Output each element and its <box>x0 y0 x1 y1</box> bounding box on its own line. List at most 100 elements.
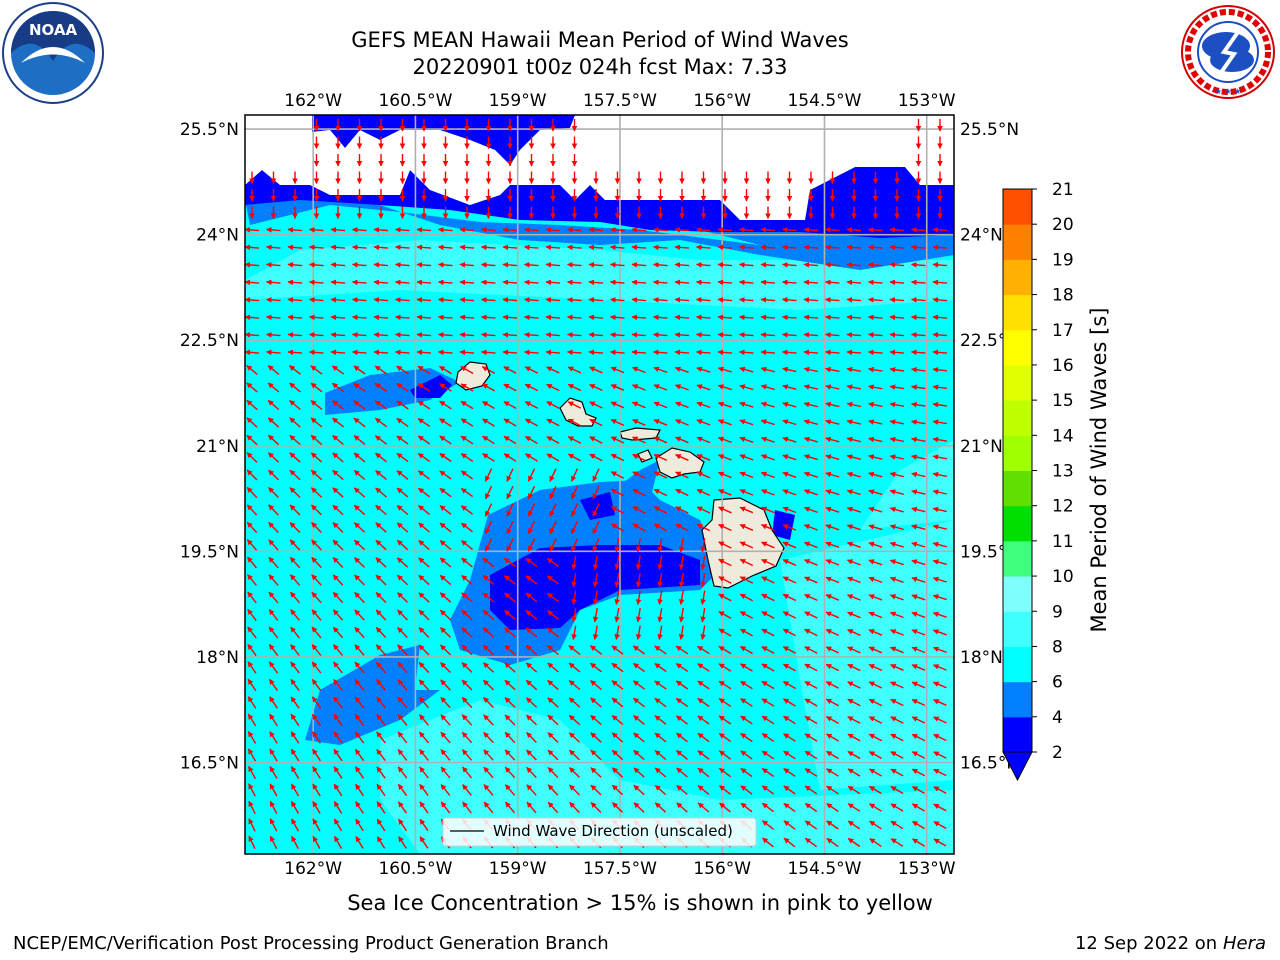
wind-wave-arrow <box>245 227 260 233</box>
wind-wave-arrow <box>308 262 324 268</box>
wind-wave-arrow <box>289 487 301 498</box>
wind-wave-arrow <box>738 227 754 233</box>
wind-wave-arrow <box>739 454 754 461</box>
wind-wave-arrow <box>396 557 409 568</box>
wind-wave-arrow <box>760 506 775 514</box>
wind-wave-arrow <box>846 401 861 408</box>
wind-wave-arrow <box>567 401 582 409</box>
wind-wave-arrow <box>375 679 387 691</box>
wind-wave-arrow <box>246 434 258 446</box>
wind-wave-arrow <box>652 297 668 303</box>
wind-wave-arrow <box>502 244 518 251</box>
wind-wave-arrow <box>610 505 624 515</box>
wind-wave-arrow <box>484 538 493 552</box>
wind-wave-arrow <box>289 434 301 446</box>
wind-wave-arrow <box>440 679 451 691</box>
wind-wave-arrow <box>932 646 947 654</box>
wind-wave-arrow <box>761 576 775 584</box>
wind-wave-arrow <box>416 244 432 251</box>
colorbar: 2 4 6 8 9 10 11 12 13 14 15 16 17 18 19 20 21 <box>1002 180 1074 782</box>
wind-wave-arrow <box>311 696 322 709</box>
wind-wave-arrow <box>547 610 559 620</box>
wind-wave-arrow <box>589 418 603 427</box>
wind-wave-arrow <box>351 227 367 233</box>
wind-wave-arrow <box>609 332 625 338</box>
wind-wave-arrow <box>932 524 947 530</box>
wind-wave-arrow <box>525 697 538 708</box>
lat-labels-left: 25.5°N 24°N 22.5°N 21°N 19.5°N 18°N 16.5°N <box>180 120 239 773</box>
wind-wave-arrow <box>332 417 344 428</box>
wind-wave-arrow <box>418 714 430 726</box>
wind-wave-arrow <box>592 607 599 623</box>
wind-wave-arrow <box>546 383 560 392</box>
wind-wave-arrow <box>825 594 840 601</box>
wind-wave-arrow <box>652 279 668 286</box>
wind-wave-arrow <box>718 541 732 549</box>
wind-wave-arrow <box>910 262 926 268</box>
wind-wave-arrow <box>311 644 322 656</box>
wind-wave-arrow <box>351 297 367 303</box>
wind-wave-arrow <box>889 471 904 478</box>
wind-wave-arrow <box>889 366 905 373</box>
wind-wave-arrow <box>354 591 365 604</box>
wind-wave-arrow <box>524 418 538 427</box>
colorbar-tick-label: 9 <box>1052 602 1063 622</box>
wind-wave-arrow <box>461 627 473 638</box>
wind-wave-arrow <box>609 349 625 356</box>
wind-wave-arrow <box>290 713 300 727</box>
wind-wave-arrow <box>674 279 690 286</box>
wind-wave-arrow <box>245 279 260 286</box>
wind-wave-arrow <box>566 279 582 286</box>
wind-wave-arrow <box>739 489 754 496</box>
wind-wave-arrow <box>246 382 258 393</box>
wind-wave-arrow <box>653 401 668 409</box>
wind-wave-arrow <box>631 227 647 233</box>
wind-wave-arrow <box>330 332 346 338</box>
wind-wave-arrow <box>804 698 818 707</box>
wind-wave-arrow <box>932 244 948 251</box>
wind-wave-arrow <box>566 349 582 356</box>
wind-wave-arrow <box>439 522 452 533</box>
wind-wave-arrow <box>846 349 862 356</box>
wind-wave-arrow <box>760 297 776 303</box>
wind-wave-arrow <box>910 227 926 233</box>
wind-wave-arrow <box>867 262 883 268</box>
wind-wave-arrow <box>825 541 840 549</box>
wind-wave-arrow <box>439 574 452 586</box>
wind-wave-arrow <box>868 454 883 460</box>
wind-wave-arrow <box>760 332 776 338</box>
wind-wave-arrow <box>394 349 410 356</box>
wind-wave-arrow <box>610 471 625 479</box>
wind-wave-arrow <box>308 314 324 321</box>
wind-wave-arrow <box>246 504 258 516</box>
wind-wave-arrow <box>289 399 301 411</box>
wind-wave-arrow <box>375 626 387 639</box>
wind-wave-arrow <box>268 643 279 657</box>
wind-wave-arrow <box>738 262 754 268</box>
wind-wave-arrow <box>932 227 948 233</box>
wind-wave-arrow <box>678 590 685 605</box>
wind-wave-arrow <box>803 524 818 531</box>
wind-wave-arrow <box>525 679 538 691</box>
wind-wave-arrow <box>483 697 494 708</box>
wind-wave-arrow <box>740 698 753 707</box>
wind-wave-arrow <box>354 644 365 656</box>
wind-wave-arrow <box>566 227 582 233</box>
lon-tick-label: 159°W <box>489 91 547 111</box>
wind-wave-arrow <box>308 297 324 303</box>
wind-wave-arrow <box>482 453 495 462</box>
wind-wave-arrow <box>589 453 603 462</box>
wind-wave-arrow <box>267 399 280 411</box>
wind-wave-arrow <box>589 366 603 374</box>
wind-wave-arrow <box>439 400 452 410</box>
wind-wave-arrow <box>484 520 493 535</box>
wind-wave-arrow <box>889 559 904 566</box>
wind-wave-arrow <box>657 537 663 553</box>
wind-wave-arrow <box>310 434 323 446</box>
wind-wave-arrow <box>804 576 818 584</box>
wind-wave-arrow <box>653 436 668 444</box>
wind-wave-arrow <box>739 401 754 408</box>
wind-wave-arrow <box>697 663 710 672</box>
wind-wave-arrow <box>416 349 432 356</box>
wind-wave-arrow <box>396 400 409 410</box>
